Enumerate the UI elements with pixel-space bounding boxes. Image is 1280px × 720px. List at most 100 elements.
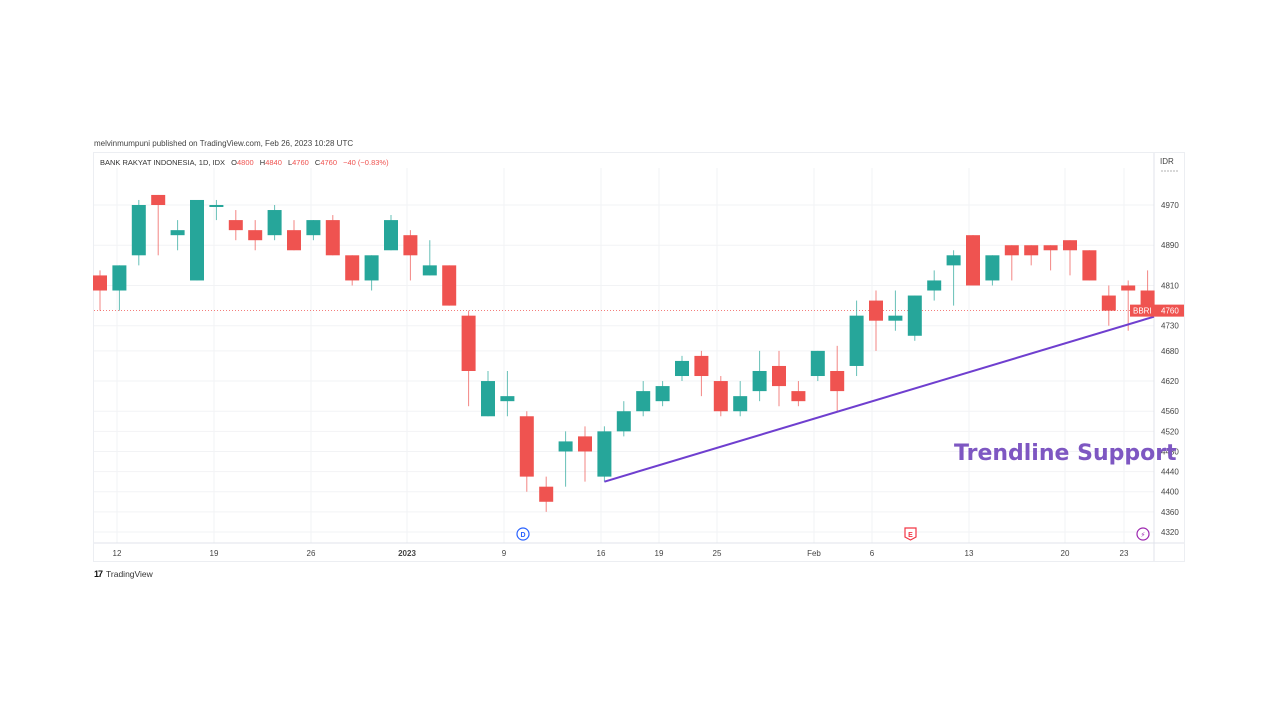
candle-body[interactable] [364, 255, 379, 281]
tradingview-brand: TradingView [106, 569, 153, 579]
candle-body[interactable] [694, 355, 709, 377]
news-marker-label: ⚡ [1141, 531, 1146, 539]
candle-body[interactable] [946, 255, 961, 266]
price-tick-label: 4360 [1161, 508, 1179, 517]
high-label: H [259, 158, 266, 167]
candle-body[interactable] [966, 235, 980, 286]
candle-body[interactable] [616, 411, 631, 432]
change-value: −40 (−0.83%) [343, 158, 389, 167]
candle-body[interactable] [985, 255, 1000, 281]
candle-body[interactable] [791, 391, 806, 402]
candle-body[interactable] [752, 370, 767, 392]
close-label: C [314, 158, 321, 167]
candle-body[interactable] [287, 230, 301, 251]
candle-body[interactable] [131, 205, 146, 256]
price-tick-label: 4520 [1161, 427, 1179, 436]
candle-body[interactable] [422, 265, 437, 276]
candle-body[interactable] [500, 396, 515, 402]
candle-body[interactable] [267, 210, 282, 236]
low-label: L [287, 158, 293, 167]
candle-body[interactable] [597, 431, 612, 477]
price-tick-label: 4480 [1161, 447, 1179, 456]
time-tick-label: 25 [713, 549, 722, 558]
time-tick-label: 26 [307, 549, 316, 558]
candle-body[interactable] [93, 275, 107, 291]
candle-body[interactable] [248, 230, 263, 241]
time-tick-label: 16 [597, 549, 606, 558]
news-marker-icon[interactable] [1136, 527, 1150, 541]
candle-body[interactable] [675, 360, 689, 377]
candle-body[interactable] [384, 220, 398, 251]
price-tick-label: 4730 [1161, 322, 1179, 331]
price-tick-label: 4890 [1161, 241, 1179, 250]
time-tick-label: 23 [1120, 549, 1129, 558]
price-tick-label: 4400 [1161, 488, 1179, 497]
candle-body[interactable] [636, 391, 651, 412]
candle-body[interactable] [519, 416, 534, 477]
price-tick-label: 4560 [1161, 407, 1179, 416]
price-tick-label: 4970 [1161, 201, 1179, 210]
candle-body[interactable] [345, 255, 360, 281]
candle-body[interactable] [1004, 245, 1019, 256]
earnings-marker-icon[interactable] [904, 527, 917, 541]
price-tick-label: 4620 [1161, 377, 1179, 386]
ticker-tag: BBRI [1133, 307, 1152, 316]
price-tick-label: 4680 [1161, 347, 1179, 356]
candle-body[interactable] [228, 220, 243, 231]
candle-body[interactable] [810, 350, 825, 377]
candle-body[interactable] [888, 315, 903, 321]
candle-body[interactable] [772, 365, 786, 387]
trendline[interactable] [604, 315, 1155, 483]
candle-body[interactable] [830, 370, 845, 392]
time-tick-label: Feb [807, 549, 821, 558]
candle-body[interactable] [112, 265, 127, 291]
candle-body[interactable] [1024, 245, 1039, 256]
candle-body[interactable] [325, 220, 340, 256]
dividend-marker-icon[interactable] [516, 527, 530, 541]
candle-body[interactable] [1121, 285, 1136, 291]
candle-body[interactable] [151, 194, 166, 205]
close-value: 4760 [320, 158, 338, 167]
open-value: 4800 [236, 158, 254, 167]
candle-body[interactable] [869, 300, 883, 321]
candle-body[interactable] [461, 315, 476, 371]
dividend-marker-label: D [520, 532, 525, 539]
time-tick-label: 19 [655, 549, 664, 558]
candle-body[interactable] [927, 280, 942, 291]
trendline-annotation: Trendline Support [954, 441, 1177, 466]
candle-body[interactable] [539, 486, 554, 502]
chart-frame [93, 152, 1185, 562]
candle-body[interactable] [1063, 240, 1077, 251]
price-tick-label: 4440 [1161, 468, 1179, 477]
time-tick-label: 9 [502, 549, 507, 558]
candle-body[interactable] [209, 205, 224, 207]
candle-body[interactable] [713, 381, 728, 412]
candle-body[interactable] [733, 396, 748, 412]
candle-body[interactable] [578, 436, 592, 452]
currency-label: IDR [1160, 157, 1174, 166]
candle-body[interactable] [907, 295, 922, 336]
candle-body[interactable] [558, 441, 573, 452]
candle-body[interactable] [1101, 295, 1116, 311]
candle-body[interactable] [1082, 250, 1097, 281]
candle-body[interactable] [655, 386, 670, 402]
candle-body[interactable] [306, 220, 321, 236]
candle-body[interactable] [190, 199, 204, 281]
price-tick-label: 4810 [1161, 281, 1179, 290]
tradingview-mark-icon: 17 [94, 569, 103, 579]
time-tick-label: 2023 [398, 549, 416, 558]
candle-body[interactable] [403, 235, 418, 256]
publisher-line: melvinmumpuni published on TradingView.c… [94, 139, 354, 148]
candle-body[interactable] [849, 315, 864, 366]
candle-body[interactable] [170, 230, 185, 236]
candle-body[interactable] [1043, 245, 1058, 251]
candle-body[interactable] [481, 381, 495, 417]
candle-body[interactable] [442, 265, 457, 306]
low-value: 4760 [292, 158, 309, 167]
tradingview-logo[interactable]: 17 TradingView [94, 569, 153, 579]
current-price-tag: 4760 [1161, 307, 1179, 316]
symbol-legend: BANK RAKYAT INDONESIA, 1D, IDX O4800 H48… [100, 158, 389, 167]
high-value: 4840 [265, 158, 282, 167]
time-tick-label: 12 [113, 549, 122, 558]
